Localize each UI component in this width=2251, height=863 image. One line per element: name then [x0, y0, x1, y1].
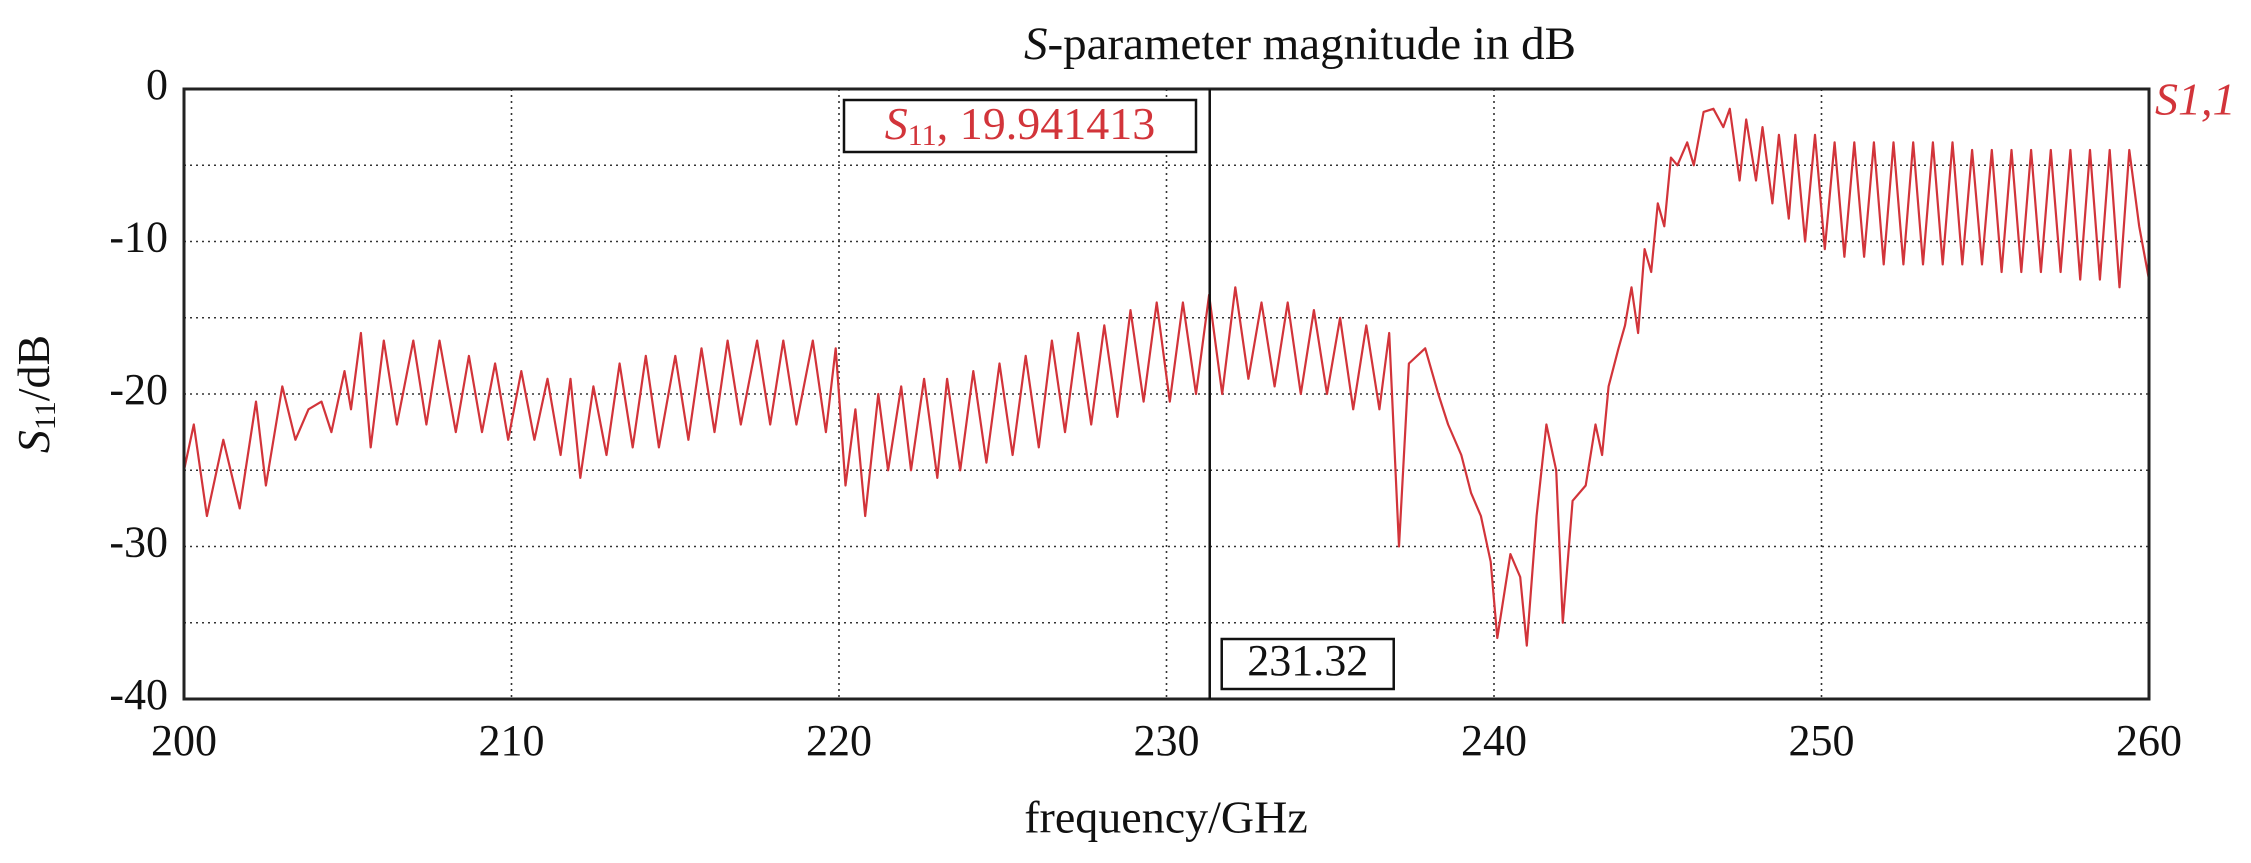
marker-x-box: [1220, 637, 1395, 691]
marker-value: S11, 19.941413: [885, 98, 1155, 152]
chart-title: S-parameter magnitude in dB: [1024, 18, 1576, 70]
x-tick-label: 250: [1789, 716, 1855, 765]
series-label: S1,1: [2155, 74, 2236, 125]
y-tick-label: -30: [109, 518, 168, 567]
series-line: [182, 107, 2151, 647]
x-tick-label: 210: [479, 716, 545, 765]
marker-value-box: [842, 98, 1198, 154]
y-tick-label: 0: [146, 60, 168, 109]
x-axis-label: frequency/GHz: [1024, 792, 1308, 843]
marker-symbol: S: [885, 98, 908, 149]
x-tick-label: 230: [1134, 716, 1200, 765]
x-tick-label: 220: [806, 716, 872, 765]
marker-x-label: 231.32: [1247, 636, 1368, 685]
marker-subscript: 11: [908, 119, 937, 152]
x-tick-label: 200: [151, 716, 217, 765]
x-tick-label: 240: [1461, 716, 1527, 765]
y-tick-label: -40: [109, 670, 168, 719]
y-axis-label: S11/dB: [8, 335, 62, 453]
x-tick-label: 260: [2116, 716, 2182, 765]
y-tick-label: -10: [109, 213, 168, 262]
y-tick-label: -20: [109, 365, 168, 414]
marker-reading: , 19.941413: [937, 98, 1156, 149]
plot-frame: [182, 87, 2151, 701]
